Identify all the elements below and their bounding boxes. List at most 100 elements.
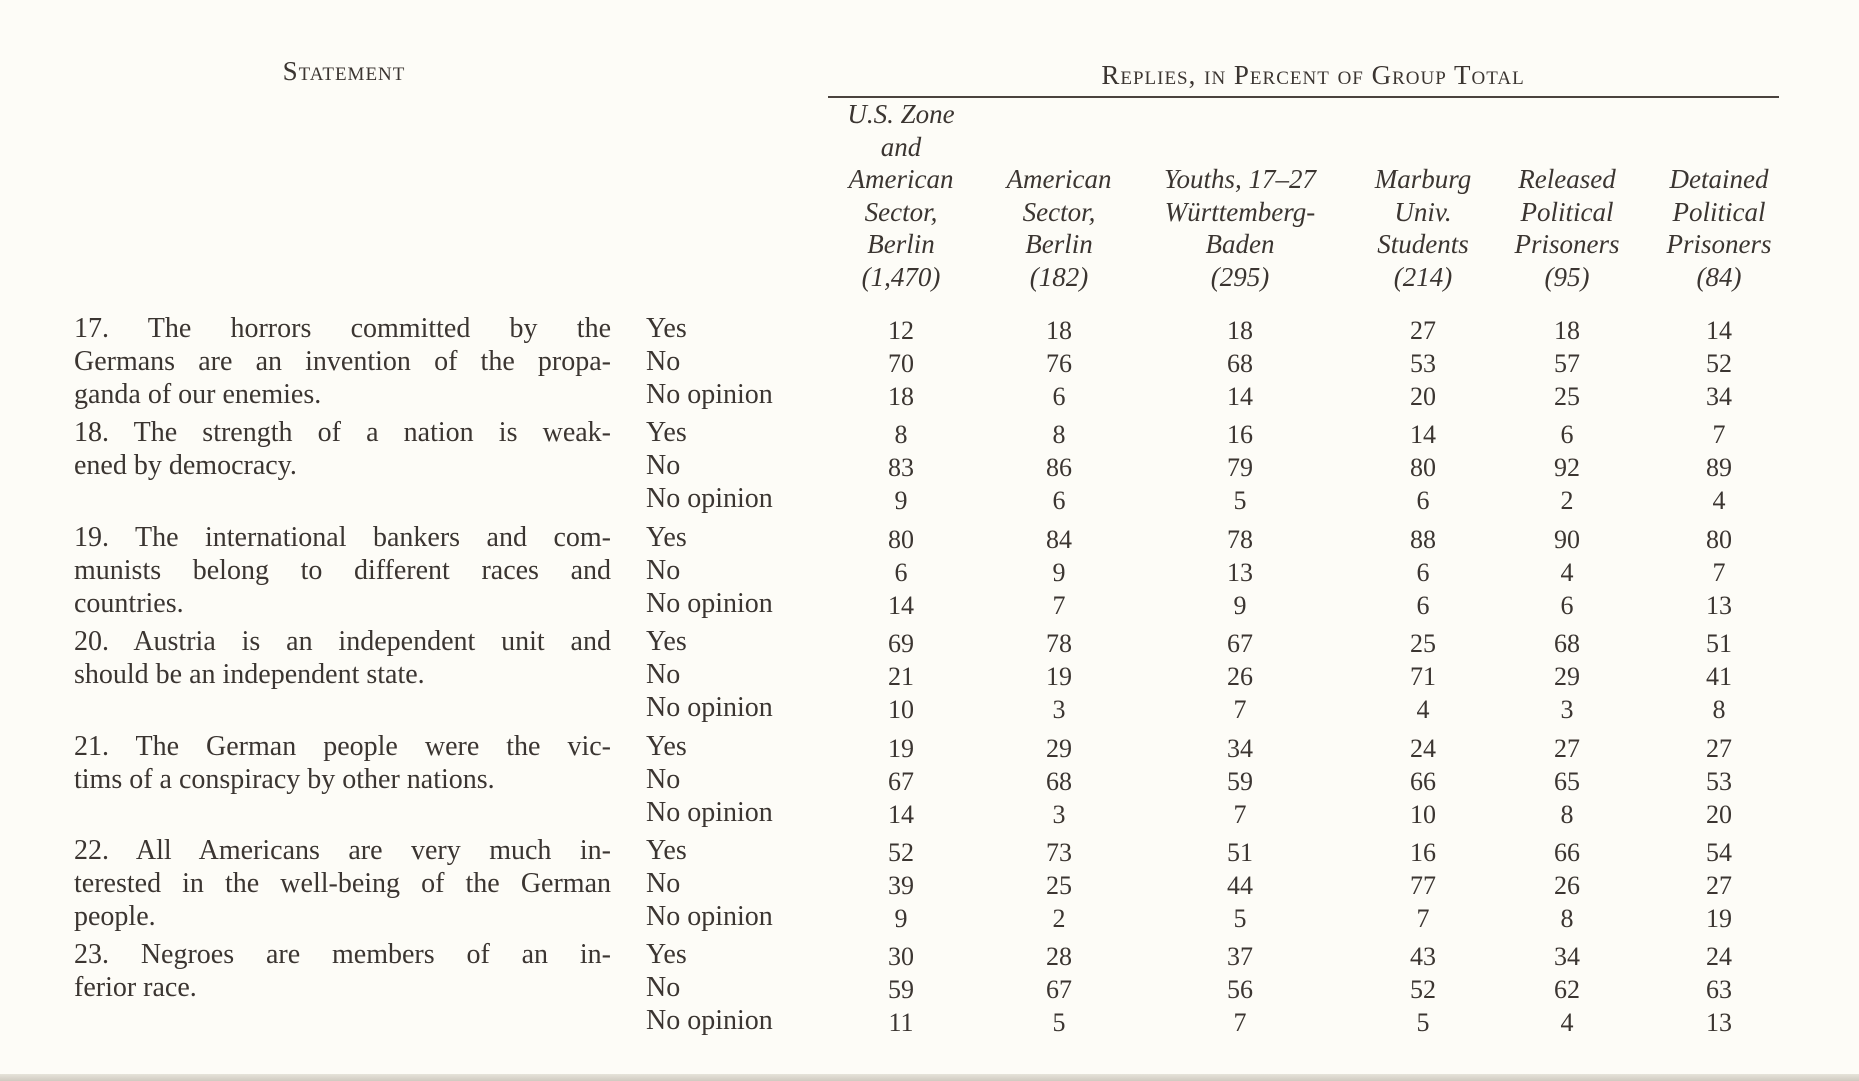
percent-cell: 7: [1052, 590, 1066, 620]
percent-cell: 7: [1712, 557, 1726, 587]
column-header-line: (214): [1393, 261, 1453, 292]
percent-cell: 3: [1052, 799, 1066, 829]
percent-cell: 6: [1560, 590, 1574, 620]
column-header-line: (1,470): [861, 261, 941, 292]
percent-cell: 69: [888, 629, 914, 659]
answer-label: Yes: [646, 626, 687, 658]
percent-cell: 13: [1227, 557, 1253, 587]
statement-group: 22. All Americans are very much in-teres…: [0, 834, 1859, 938]
percent-cell: 12: [888, 316, 914, 345]
percent-cell: 67: [1046, 975, 1072, 1005]
percent-cell: 5: [1416, 1008, 1430, 1038]
percent-cell: 68: [1554, 629, 1580, 659]
percent-cell: 8: [1712, 695, 1726, 725]
column-header-line: Political: [1672, 196, 1766, 227]
percent-cell: 4: [1560, 1008, 1574, 1038]
percent-cell: 52: [1706, 349, 1732, 378]
percent-cell: 6: [1052, 486, 1066, 516]
statement-line: people.: [74, 901, 156, 932]
percent-cell: 92: [1554, 453, 1580, 483]
answer-label: No opinion: [646, 796, 773, 828]
answer-label: No opinion: [646, 901, 773, 932]
statement-line: terested in the well-being of the German: [74, 868, 611, 899]
statement-text: 19. The international bankers and com-mu…: [74, 521, 611, 620]
percent-cell: 6: [1416, 557, 1430, 587]
percent-cell: 24: [1706, 942, 1732, 972]
answer-label: No opinion: [646, 692, 773, 724]
percent-cell: 2: [1560, 486, 1574, 516]
percent-cell: 43: [1410, 942, 1436, 972]
answer-label: Yes: [646, 939, 687, 971]
percent-cell: 34: [1706, 382, 1732, 411]
percent-cell: 6: [1560, 420, 1574, 450]
column-header: Marburg Univ. Students (214): [1338, 163, 1508, 293]
percent-cell: 71: [1410, 662, 1436, 692]
answer-label: Yes: [646, 730, 687, 762]
answer-label: No opinion: [646, 1005, 773, 1037]
column-header-line: Univ.: [1394, 196, 1452, 227]
percent-cell: 59: [1227, 766, 1253, 796]
percent-cell: 9: [1233, 590, 1247, 620]
statement-line: ened by democracy.: [74, 450, 297, 482]
percent-cell: 18: [1554, 316, 1580, 345]
replies-header: Replies, in Percent of Group Total: [1101, 60, 1525, 90]
percent-cell: 80: [1706, 524, 1732, 554]
percent-cell: 27: [1410, 316, 1436, 345]
statement-line: 23. Negroes are members of an in-: [74, 939, 611, 971]
column-header-line: U.S. Zone: [847, 99, 955, 129]
column-header-line: Baden: [1205, 229, 1275, 260]
column-header: Youths, 17–27 Württemberg- Baden (295): [1155, 163, 1325, 293]
percent-cell: 9: [1052, 557, 1066, 587]
statement-line: munists belong to different races and: [74, 554, 611, 586]
column-header: Released Political Prisoners (95): [1482, 163, 1652, 293]
percent-cell: 7: [1416, 904, 1430, 933]
percent-cell: 27: [1706, 871, 1732, 900]
percent-cell: 30: [888, 942, 914, 972]
percent-cell: 78: [1227, 524, 1253, 554]
percent-cell: 34: [1554, 942, 1580, 972]
header-rule: [828, 96, 1779, 98]
statement-line: ferior race.: [74, 972, 197, 1004]
percent-cell: 14: [1706, 316, 1732, 345]
percent-cell: 18: [1046, 316, 1072, 345]
statement-group: 19. The international bankers and com-mu…: [0, 521, 1859, 625]
percent-cell: 70: [888, 349, 914, 378]
column-header-line: Württemberg-: [1164, 196, 1316, 227]
statement-line: 20. Austria is an independent unit and: [74, 626, 611, 658]
percent-cell: 7: [1712, 420, 1726, 450]
percent-cell: 4: [1712, 486, 1726, 516]
percent-cell: 8: [1560, 904, 1574, 933]
statement-line: 22. All Americans are very much in-: [74, 835, 611, 866]
percent-cell: 6: [894, 557, 908, 587]
percent-cell: 29: [1554, 662, 1580, 692]
percent-cell: 14: [888, 799, 914, 829]
statement-text: 21. The German people were the vic-tims …: [74, 730, 611, 796]
percent-cell: 21: [888, 662, 914, 692]
statement-line: Germans are an invention of the propa-: [74, 346, 611, 377]
page-edge: [0, 1074, 1859, 1081]
answer-label: No: [646, 450, 681, 482]
percent-cell: 14: [1227, 382, 1253, 411]
statement-column-header: Statement: [282, 56, 406, 86]
percent-cell: 52: [1410, 975, 1436, 1005]
percent-cell: 54: [1706, 838, 1732, 867]
statement-line: 19. The international bankers and com-: [74, 521, 611, 553]
column-header-line: Youths, 17–27: [1163, 164, 1317, 195]
percent-cell: 25: [1410, 629, 1436, 659]
column-header-line: Berlin: [867, 229, 935, 260]
percent-cell: 68: [1227, 349, 1253, 378]
percent-cell: 7: [1233, 799, 1247, 829]
percent-cell: 78: [1046, 629, 1072, 659]
percent-cell: 8: [1052, 420, 1066, 450]
percent-cell: 27: [1706, 733, 1732, 763]
answer-label: No opinion: [646, 379, 773, 410]
percent-cell: 8: [894, 420, 908, 450]
percent-cell: 86: [1046, 453, 1072, 483]
column-header-line: (84): [1696, 261, 1742, 292]
statement-line: 21. The German people were the vic-: [74, 730, 611, 762]
percent-cell: 83: [888, 453, 914, 483]
column-header-line: American: [1006, 164, 1112, 195]
percent-cell: 76: [1046, 349, 1072, 378]
percent-cell: 34: [1227, 733, 1253, 763]
percent-cell: 89: [1706, 453, 1732, 483]
